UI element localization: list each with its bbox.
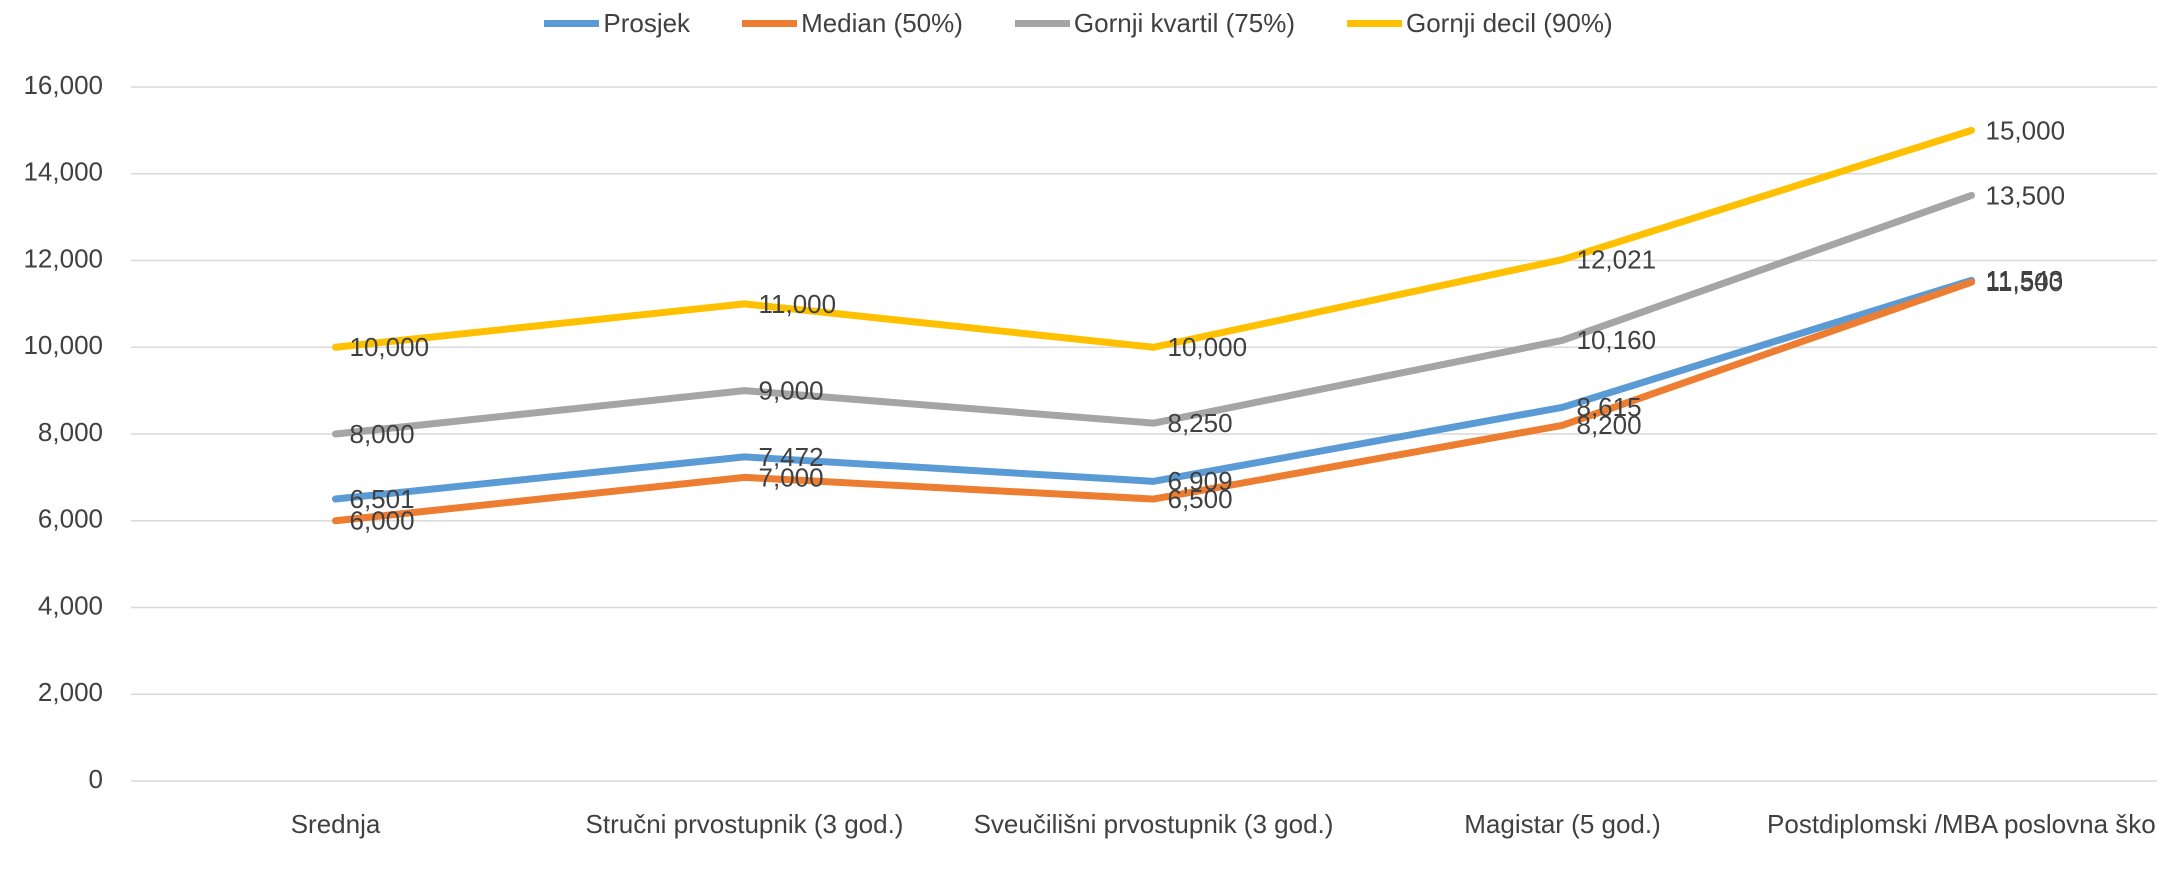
data-label: 6,501	[350, 484, 415, 514]
legend-label: Prosjek	[603, 8, 691, 38]
legend-swatch	[742, 20, 798, 27]
legend: Prosjek Median (50%) Gornji kvartil (75%) G…	[0, 8, 2157, 39]
data-label: 8,250	[1168, 408, 1233, 438]
y-tick-label: 2,000	[38, 677, 103, 707]
y-tick-label: 16,000	[23, 70, 103, 100]
y-tick-label: 10,000	[23, 330, 103, 360]
data-label: 8,000	[350, 419, 415, 449]
legend-label: Gornji kvartil (75%)	[1073, 8, 1295, 38]
data-label: 6,500	[1168, 484, 1233, 514]
data-label: 13,500	[1986, 180, 2066, 210]
y-tick-label: 14,000	[23, 157, 103, 187]
data-label: 11,500	[1986, 267, 2064, 297]
data-label: 8,615	[1577, 392, 1642, 422]
legend-item: Gornji kvartil (75%)	[1014, 8, 1295, 39]
data-label: 10,000	[350, 332, 430, 362]
legend-item: Prosjek	[544, 8, 690, 39]
data-label: 6,909	[1168, 466, 1233, 496]
y-tick-label: 8,000	[38, 417, 103, 447]
x-tick-label: Magistar (5 god.)	[1464, 809, 1661, 839]
y-tick-label: 12,000	[23, 243, 103, 273]
data-label: 12,021	[1577, 244, 1657, 274]
data-label: 6,000	[350, 506, 415, 536]
data-label: 15,000	[1986, 115, 2066, 145]
data-label: 11,543	[1986, 265, 2064, 295]
series-line	[332, 276, 1975, 503]
legend-label: Gornji decil (90%)	[1405, 8, 1613, 38]
data-label: 7,000	[759, 462, 824, 492]
x-tick-label: Postdiplomski /MBA poslovna škola	[1767, 809, 2157, 839]
legend-label: Median (50%)	[801, 8, 963, 38]
legend-item: Gornji decil (90%)	[1346, 8, 1613, 39]
data-label: 10,000	[1168, 332, 1248, 362]
legend-swatch	[1346, 20, 1402, 27]
y-tick-label: 4,000	[38, 590, 103, 620]
legend-swatch	[1014, 20, 1070, 27]
legend-item: Median (50%)	[742, 8, 963, 39]
x-tick-label: Srednja	[290, 809, 381, 839]
data-label: 8,200	[1577, 410, 1642, 440]
series-line	[332, 191, 1975, 438]
series-line	[332, 126, 1975, 351]
legend-swatch	[544, 20, 600, 27]
data-label: 7,472	[759, 442, 824, 472]
data-label: 10,160	[1577, 325, 1657, 355]
y-tick-label: 6,000	[38, 504, 103, 534]
data-label: 9,000	[759, 376, 824, 406]
y-tick-label: 0	[89, 764, 103, 794]
data-label: 11,000	[759, 289, 837, 319]
x-tick-label: Stručni prvostupnik (3 god.)	[585, 809, 904, 839]
series-line	[332, 278, 1975, 525]
x-tick-label: Sveučilišni prvostupnik (3 god.)	[973, 809, 1334, 839]
